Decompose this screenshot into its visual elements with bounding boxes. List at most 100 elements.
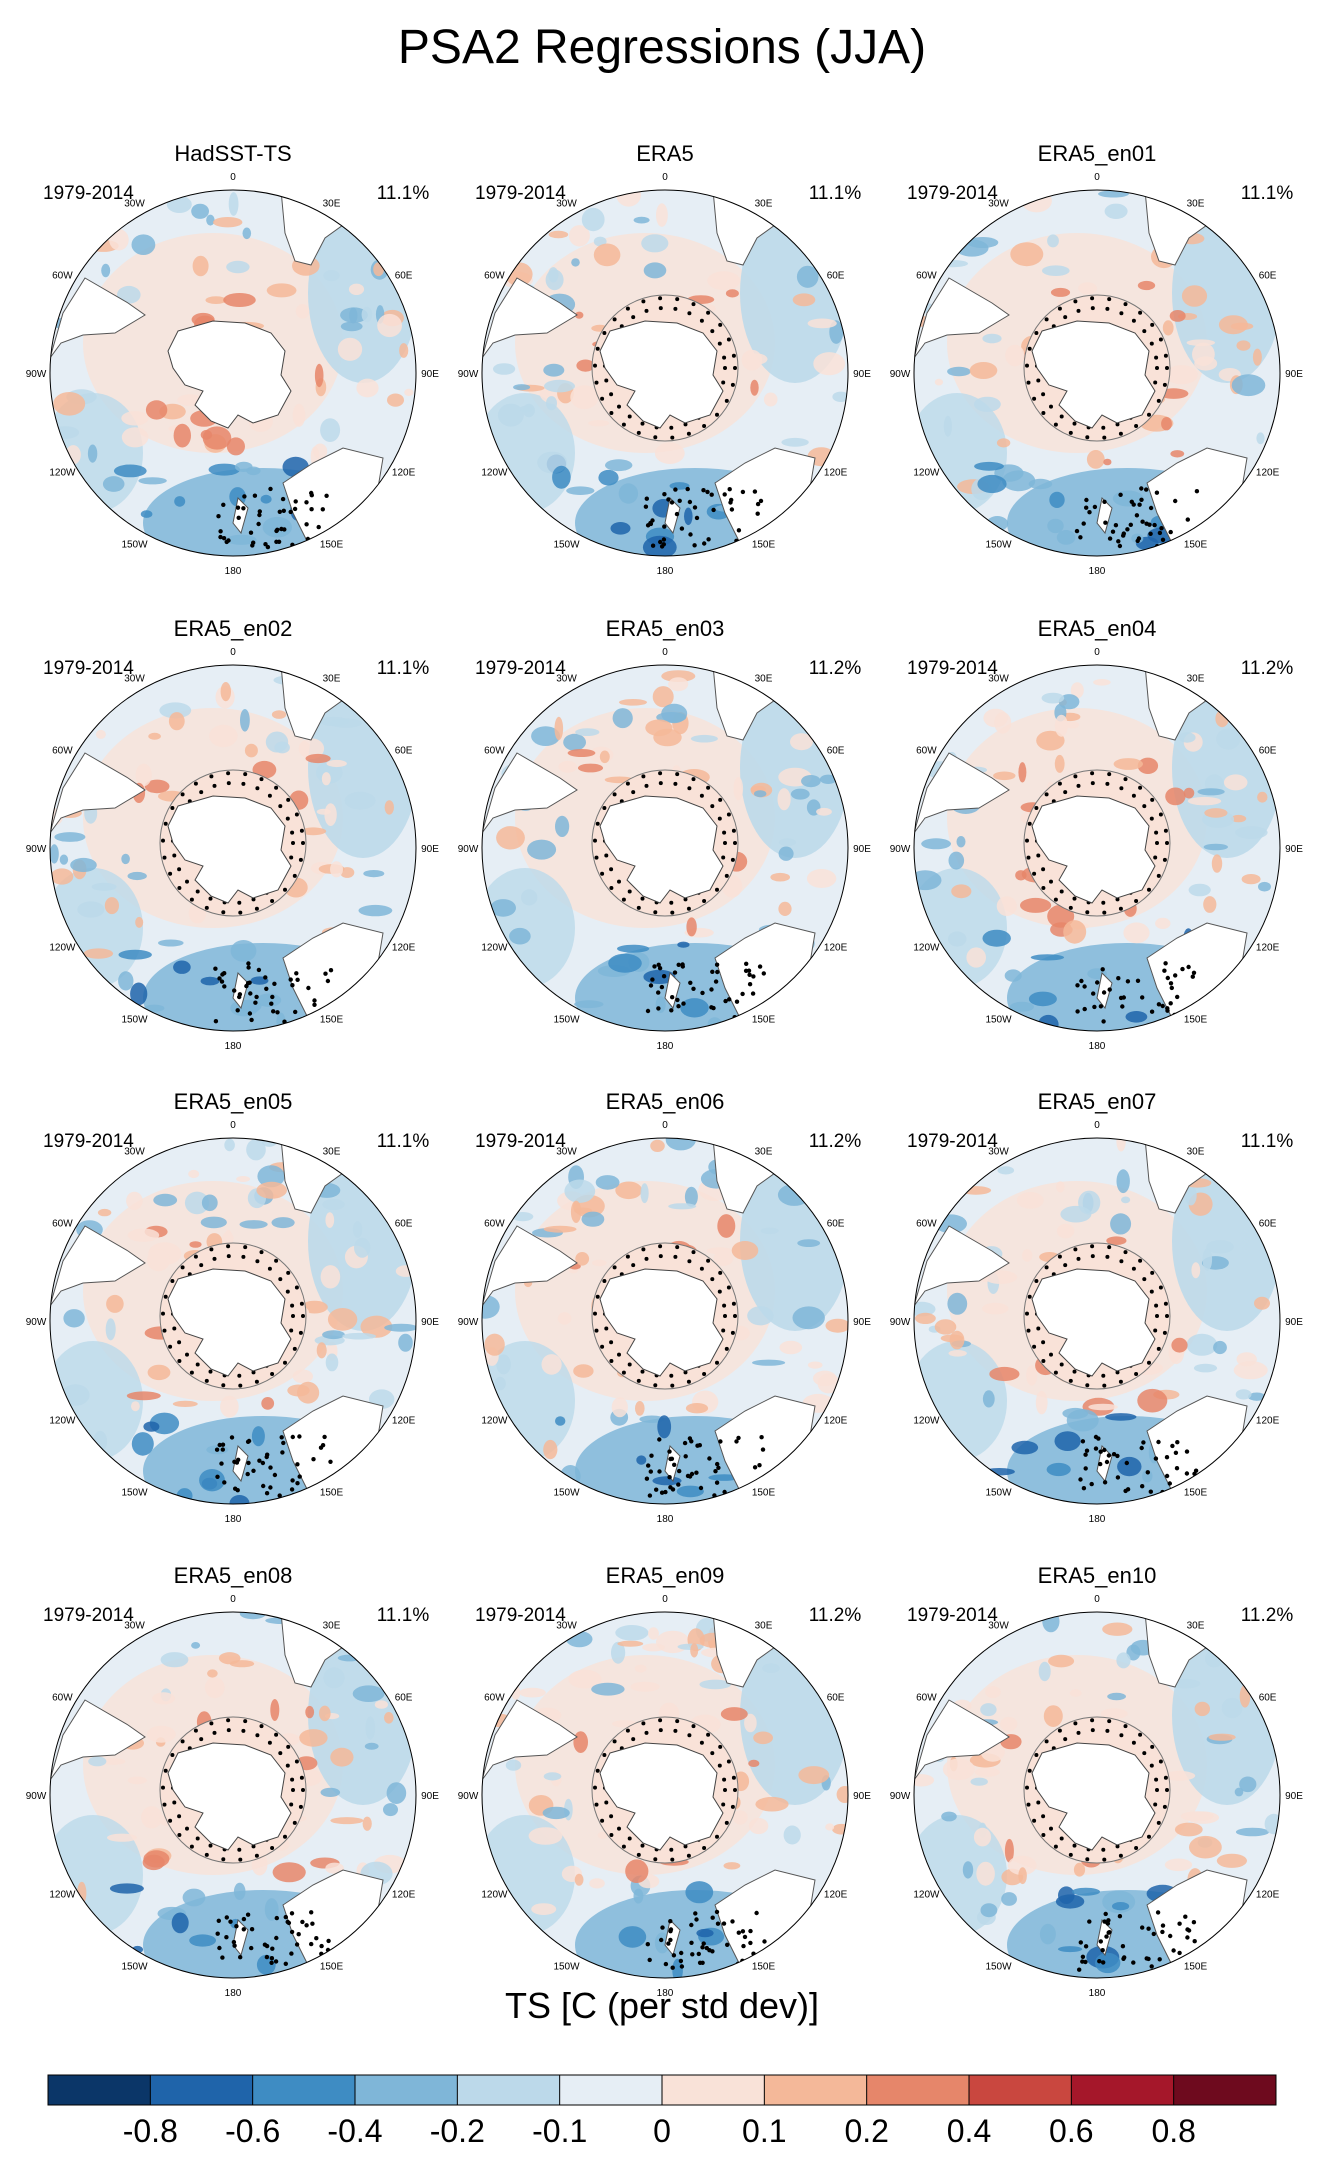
- longitude-label: 120W: [49, 468, 76, 479]
- longitude-label: 60E: [395, 746, 413, 757]
- longitude-label: 60W: [52, 1693, 73, 1704]
- panel-title: ERA5_en03: [606, 616, 725, 641]
- longitude-label: 0: [1094, 172, 1100, 183]
- longitude-label: 120W: [913, 1416, 940, 1427]
- longitude-label: 120E: [392, 1890, 416, 1901]
- map-boundary: [49, 189, 417, 557]
- panel-percent: 11.1%: [377, 183, 430, 204]
- longitude-label: 120E: [392, 1416, 416, 1427]
- longitude-label: 60W: [484, 746, 505, 757]
- longitude-label: 120E: [1256, 943, 1280, 954]
- longitude-label: 180: [225, 1988, 242, 1999]
- longitude-label: 30W: [124, 1146, 145, 1157]
- longitude-label: 60E: [1259, 1693, 1277, 1704]
- land-mass: [482, 1699, 578, 1781]
- land-mass: [914, 1699, 1010, 1781]
- map-boundary: [481, 664, 849, 1032]
- map-panel: 0 30E 60E 90E 120E 150E 180 150W 120W 90W 60W 30W ER…: [458, 616, 872, 1052]
- longitude-label: 90W: [458, 1317, 479, 1328]
- longitude-label: 90E: [1285, 844, 1303, 855]
- panel-title: HadSST-TS: [174, 141, 291, 166]
- map-panel: 0 30E 60E 90E 120E 150E 180 150W 120W 90W 60W 30W ER…: [458, 1089, 872, 1525]
- longitude-label: 60E: [1259, 271, 1277, 282]
- longitude-label: 30W: [556, 673, 577, 684]
- panel-period: 1979-2014: [475, 1605, 566, 1626]
- longitude-label: 150E: [752, 1488, 776, 1499]
- figure-title: PSA2 Regressions (JJA): [397, 21, 927, 74]
- longitude-label: 30E: [323, 673, 341, 684]
- longitude-label: 30W: [988, 198, 1009, 209]
- map-panel: 0 30E 60E 90E 120E 150E 180 150W 120W 90W 60W 30W ER…: [890, 1563, 1304, 1999]
- panel-period: 1979-2014: [907, 183, 998, 204]
- longitude-label: 150E: [320, 540, 344, 551]
- longitude-label: 120W: [481, 1890, 508, 1901]
- longitude-label: 150W: [985, 540, 1012, 551]
- panel-period: 1979-2014: [475, 1131, 566, 1152]
- longitude-label: 90E: [1285, 369, 1303, 380]
- longitude-label: 90W: [458, 369, 479, 380]
- longitude-label: 180: [225, 1041, 242, 1052]
- panel-percent: 11.1%: [809, 183, 862, 204]
- panel-period: 1979-2014: [907, 658, 998, 679]
- longitude-label: 150W: [985, 1488, 1012, 1499]
- map-panel: 0 30E 60E 90E 120E 150E 180 150W 120W 90W 60W 30W ER…: [26, 616, 440, 1052]
- panel-title: ERA5_en07: [1038, 1089, 1157, 1114]
- longitude-label: 180: [1089, 1041, 1106, 1052]
- longitude-label: 120E: [824, 943, 848, 954]
- longitude-label: 90E: [853, 844, 871, 855]
- panel-period: 1979-2014: [475, 183, 566, 204]
- longitude-label: 30E: [755, 673, 773, 684]
- anomaly-field: [482, 1138, 848, 1504]
- land-mass: [914, 277, 1010, 359]
- panel-percent: 11.2%: [809, 658, 862, 679]
- longitude-label: 30W: [124, 198, 145, 209]
- longitude-label: 180: [657, 1514, 674, 1525]
- longitude-label: 30E: [1187, 1620, 1205, 1631]
- longitude-label: 120W: [481, 943, 508, 954]
- land-mass: [664, 971, 681, 1010]
- antarctica: [599, 1742, 724, 1851]
- panel-percent: 11.2%: [809, 1131, 862, 1152]
- panel-period: 1979-2014: [907, 1131, 998, 1152]
- longitude-label: 30W: [556, 1620, 577, 1631]
- panel-title: ERA5_en09: [606, 1563, 725, 1588]
- longitude-label: 0: [662, 1594, 668, 1605]
- longitude-label: 90W: [890, 369, 911, 380]
- longitude-label: 90W: [890, 1791, 911, 1802]
- longitude-label: 90W: [458, 1791, 479, 1802]
- longitude-label: 30W: [124, 1620, 145, 1631]
- anomaly-field: [50, 1612, 416, 1978]
- longitude-label: 30W: [556, 198, 577, 209]
- longitude-label: 150E: [1184, 540, 1208, 551]
- longitude-label: 60W: [916, 1219, 937, 1230]
- longitude-label: 120W: [49, 943, 76, 954]
- longitude-label: 150E: [1184, 1488, 1208, 1499]
- longitude-label: 30W: [556, 1146, 577, 1157]
- longitude-label: 60W: [916, 1693, 937, 1704]
- longitude-label: 0: [230, 172, 236, 183]
- longitude-label: 60W: [916, 746, 937, 757]
- longitude-label: 150E: [320, 1962, 344, 1973]
- panel-title: ERA5_en10: [1038, 1563, 1157, 1588]
- longitude-label: 60E: [1259, 746, 1277, 757]
- longitude-label: 90W: [26, 844, 47, 855]
- longitude-label: 90W: [890, 844, 911, 855]
- anomaly-field: [482, 665, 848, 1031]
- longitude-label: 150E: [752, 1962, 776, 1973]
- land-mass: [482, 277, 578, 359]
- longitude-label: 90E: [853, 1317, 871, 1328]
- antarctica: [167, 795, 292, 904]
- longitude-label: 90W: [26, 1317, 47, 1328]
- land-mass: [1096, 496, 1113, 535]
- longitude-label: 120E: [824, 1416, 848, 1427]
- longitude-label: 120E: [392, 943, 416, 954]
- longitude-label: 30E: [323, 1146, 341, 1157]
- longitude-label: 0: [230, 1120, 236, 1131]
- map-panel: 0 30E 60E 90E 120E 150E 180 150W 120W 90W 60W 30W ER…: [890, 616, 1304, 1052]
- longitude-label: 120W: [481, 1416, 508, 1427]
- panel-period: 1979-2014: [907, 1605, 998, 1626]
- land-mass: [50, 1699, 146, 1781]
- map-boundary: [49, 1137, 417, 1505]
- longitude-label: 120E: [1256, 468, 1280, 479]
- longitude-label: 30E: [755, 1620, 773, 1631]
